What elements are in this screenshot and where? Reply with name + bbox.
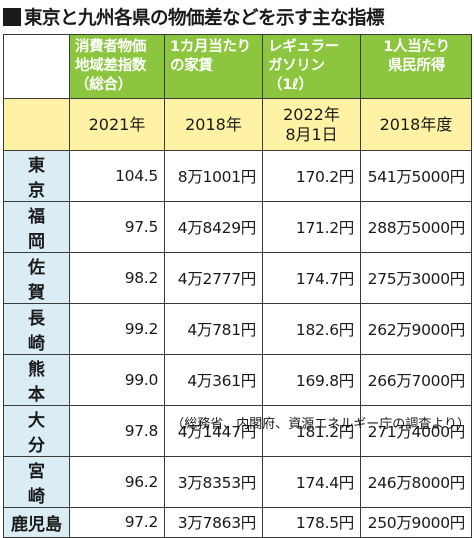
corner-cell	[3, 34, 70, 99]
column-header-price-index: 消費者物価 地域差指数 （総合）	[69, 34, 165, 99]
value-cell: 288万5000円	[360, 201, 472, 253]
value-cell: 174.7円	[262, 252, 361, 304]
table-row: 佐賀 98.2 4万2777円 174.7円 275万3000円	[3, 252, 472, 304]
table-row: 鹿児島 97.2 3万7863円 178.5円 250万9000円	[3, 507, 472, 538]
value-cell: 266万7000円	[360, 354, 472, 406]
value-cell: 170.2円	[262, 150, 361, 202]
prefecture-label: 福岡	[3, 201, 70, 253]
prefecture-label: 佐賀	[3, 252, 70, 304]
value-cell: 97.8	[69, 405, 165, 457]
table-row: 長崎 99.2 4万781円 182.6円 262万9000円	[3, 303, 472, 355]
value-cell: 178.5円	[262, 507, 361, 538]
value-cell: 99.2	[69, 303, 165, 355]
year-cell: 2018年	[164, 98, 263, 151]
title-text: 東京と九州各県の物価差などを示す主な指標	[24, 8, 385, 29]
table-row: 熊本 99.0 4万361円 169.8円 266万7000円	[3, 354, 472, 406]
title-square-marker	[3, 8, 21, 26]
prefecture-label: 鹿児島	[3, 507, 70, 538]
header-row: 消費者物価 地域差指数 （総合） 1カ月当たり の家賃 レギュラー ガソリン （1ℓ） 1…	[3, 34, 472, 99]
column-header-income: 1人当たり 県民所得	[360, 34, 472, 99]
year-cell: 2018年度	[360, 98, 472, 151]
prefecture-label: 宮崎	[3, 456, 70, 508]
value-cell: 4万2777円	[164, 252, 263, 304]
value-cell: 97.2	[69, 507, 165, 538]
year-cell: 2022年 8月1日	[262, 98, 361, 151]
year-cell: 2021年	[69, 98, 165, 151]
value-cell: 97.5	[69, 201, 165, 253]
value-cell: 104.5	[69, 150, 165, 202]
indicator-table: 消費者物価 地域差指数 （総合） 1カ月当たり の家賃 レギュラー ガソリン （1ℓ） 1…	[3, 34, 472, 538]
page-title: 東京と九州各県の物価差などを示す主な指標	[3, 2, 473, 32]
prefecture-label: 大分	[3, 405, 70, 457]
source-note: （総務省、内閣府、資源エネルギー庁の調査より）	[171, 417, 470, 432]
value-cell: 182.6円	[262, 303, 361, 355]
value-cell: 4万781円	[164, 303, 263, 355]
value-cell: 98.2	[69, 252, 165, 304]
value-cell: 99.0	[69, 354, 165, 406]
prefecture-label: 東京	[3, 150, 70, 202]
year-corner-cell	[3, 98, 70, 151]
prefecture-label: 熊本	[3, 354, 70, 406]
value-cell: 3万8353円	[164, 456, 263, 508]
value-cell: 4万8429円	[164, 201, 263, 253]
value-cell: 275万3000円	[360, 252, 472, 304]
value-cell: 246万8000円	[360, 456, 472, 508]
column-header-rent: 1カ月当たり の家賃	[164, 34, 263, 99]
prefecture-label: 長崎	[3, 303, 70, 355]
value-cell: 541万5000円	[360, 150, 472, 202]
table-row: 東京 104.5 8万1001円 170.2円 541万5000円	[3, 150, 472, 202]
value-cell: 174.4円	[262, 456, 361, 508]
value-cell: 250万9000円	[360, 507, 472, 538]
value-cell: 169.8円	[262, 354, 361, 406]
column-header-gasoline: レギュラー ガソリン （1ℓ）	[262, 34, 361, 99]
value-cell: 96.2	[69, 456, 165, 508]
value-cell: 8万1001円	[164, 150, 263, 202]
table-row: 福岡 97.5 4万8429円 171.2円 288万5000円	[3, 201, 472, 253]
value-cell: 4万361円	[164, 354, 263, 406]
table-row: 宮崎 96.2 3万8353円 174.4円 246万8000円	[3, 456, 472, 508]
value-cell: 171.2円	[262, 201, 361, 253]
year-row: 2021年 2018年 2022年 8月1日 2018年度	[3, 98, 472, 151]
value-cell: 262万9000円	[360, 303, 472, 355]
value-cell: 3万7863円	[164, 507, 263, 538]
